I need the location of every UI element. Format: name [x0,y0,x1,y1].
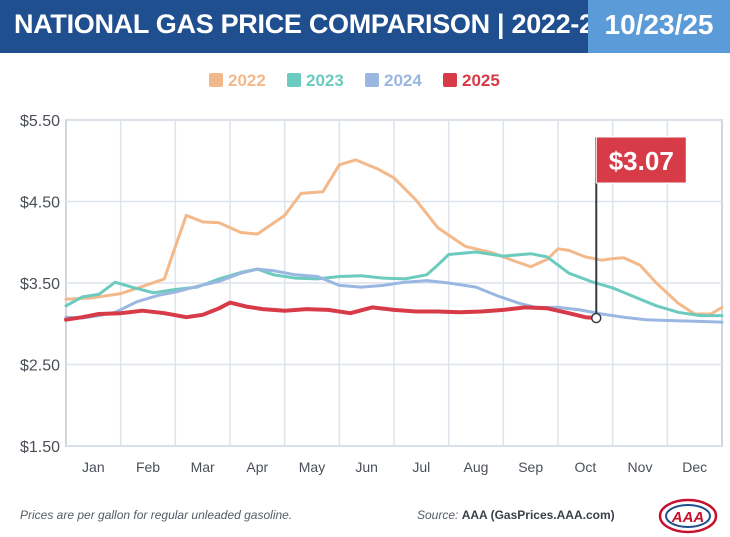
aaa-logo-icon: AAA [658,498,718,534]
source-prefix: Source: [417,508,462,522]
logo-text: AAA [671,509,705,526]
date-label: 10/23/25 [604,9,714,40]
series-line-2022 [64,158,724,316]
x-tick-label: Aug [464,459,489,475]
x-tick-label: May [299,459,325,475]
date-badge: 10/23/25 [588,0,730,53]
x-tick-label: Jun [355,459,378,475]
legend-swatch-2022 [209,73,223,87]
x-tick-label: Jul [412,459,430,475]
series-line-2023 [64,250,724,318]
x-tick-label: Nov [628,459,653,475]
x-tick-label: Mar [191,459,215,475]
y-tick-label: $4.50 [20,195,60,212]
x-tick-label: Apr [246,459,268,475]
x-tick-label: Dec [682,459,707,475]
x-tick-label: Feb [136,459,160,475]
chart-title: NATIONAL GAS PRICE COMPARISON | 2022-202… [14,9,638,39]
legend-label-2023: 2023 [306,71,344,90]
legend-swatch-2023 [287,73,301,87]
x-tick-label: Sep [518,459,543,475]
legend-label-2025: 2025 [462,71,500,90]
legend-label-2024: 2024 [384,71,422,90]
footer-note: Prices are per gallon for regular unlead… [20,508,293,522]
legend-swatch-2025 [443,73,457,87]
callout-box [595,136,687,184]
y-tick-label: $2.50 [20,358,60,375]
x-tick-label: Oct [574,459,596,475]
title-bar: NATIONAL GAS PRICE COMPARISON | 2022-202… [0,0,638,53]
callout-label: $3.07 [609,146,674,176]
source-value: AAA (GasPrices.AAA.com) [461,508,615,522]
x-tick-label: Jan [82,459,105,475]
series-line-2025 [64,300,599,322]
legend-label-2022: 2022 [228,71,266,90]
y-tick-label: $5.50 [20,113,60,130]
callout-point [591,312,602,324]
y-tick-label: $3.50 [20,276,60,293]
footer-source: Source: AAA (GasPrices.AAA.com) [417,508,615,522]
y-tick-label: $1.50 [20,439,60,456]
legend-swatch-2024 [365,73,379,87]
price-chart: $1.50 $2.50 $3.50 $4.50 $5.50 Jan Feb Mar Apr May… [20,71,724,475]
